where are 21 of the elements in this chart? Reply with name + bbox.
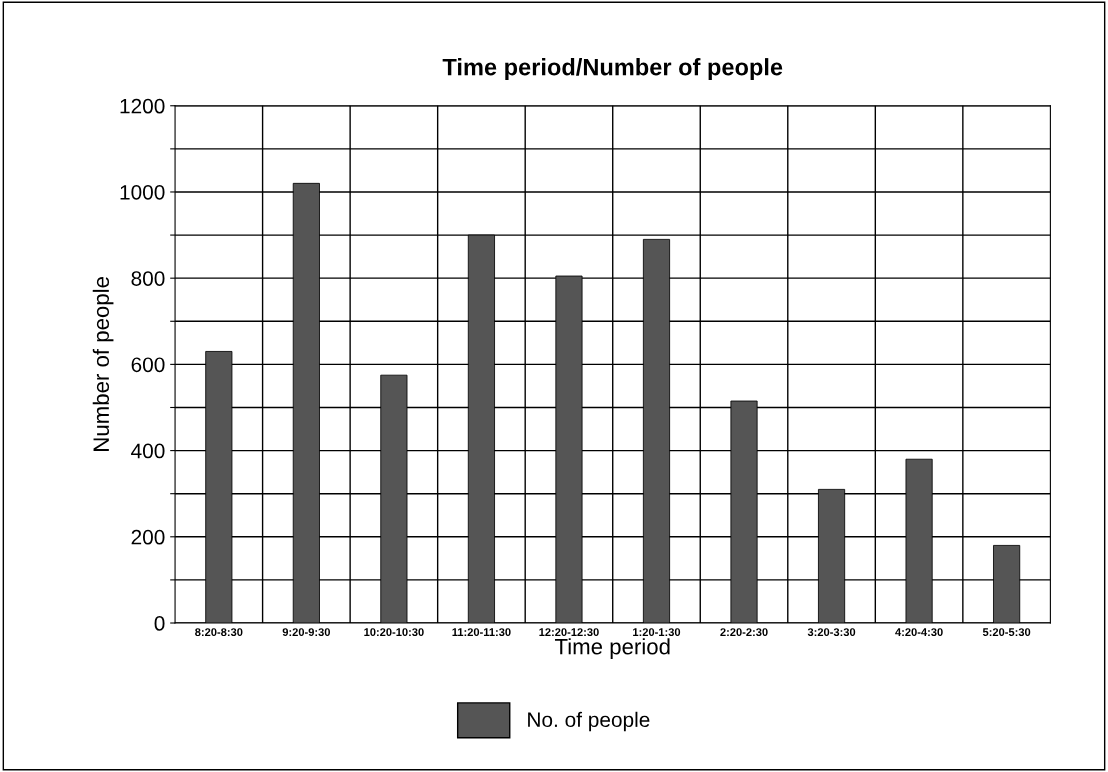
- x-tick-label: 2:20-2:30: [720, 628, 768, 637]
- y-axis-title: Number of people: [92, 277, 114, 451]
- legend-label: No. of people: [528, 711, 650, 732]
- x-tick-label: 10:20-10:30: [364, 628, 424, 637]
- chart-title: Time period/Number of people: [442, 58, 783, 81]
- x-tick-label: 1:20-1:30: [633, 628, 681, 637]
- y-tick-label: 600: [131, 357, 165, 373]
- x-tick-label: 12:20-12:30: [539, 628, 599, 637]
- x-axis-title: Time period: [554, 638, 670, 659]
- x-tick-label: 8:20-8:30: [195, 628, 243, 637]
- x-tick-label: 11:20-11:30: [452, 628, 511, 637]
- y-tick-label: 800: [131, 271, 165, 286]
- y-tick-label: 400: [131, 443, 165, 459]
- x-tick-label: 5:20-5:30: [982, 628, 1031, 637]
- y-tick-label: 200: [131, 529, 165, 545]
- x-tick-label: 4:20-4:30: [895, 628, 943, 637]
- x-tick-label: 3:20-3:30: [807, 628, 856, 637]
- y-tick-label: 1200: [120, 98, 165, 114]
- x-tick-label: 9:20-9:30: [282, 628, 330, 637]
- y-tick-label: 0: [154, 616, 165, 631]
- y-tick-label: 1000: [120, 184, 165, 200]
